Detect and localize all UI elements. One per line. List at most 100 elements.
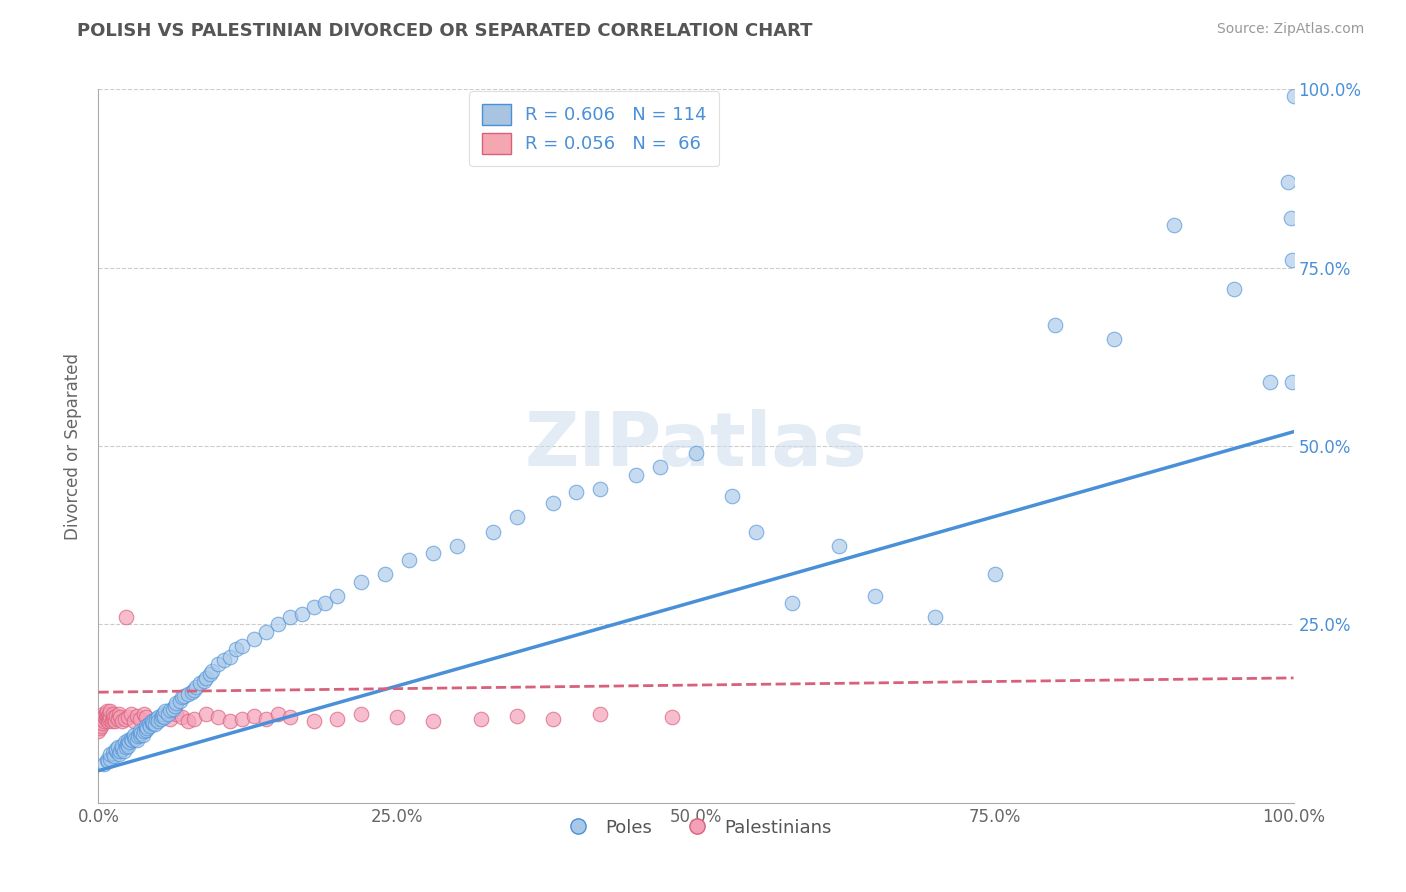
- Point: [129, 728, 152, 742]
- Point: [111, 742, 134, 756]
- Point: [162, 701, 184, 715]
- Point: [96, 710, 118, 724]
- Point: [125, 733, 148, 747]
- Point: [1043, 318, 1066, 332]
- Point: [101, 746, 124, 760]
- Point: [219, 649, 242, 664]
- Point: [589, 482, 612, 496]
- Point: [193, 674, 215, 689]
- Point: [101, 706, 124, 721]
- Point: [589, 706, 612, 721]
- Point: [90, 714, 112, 728]
- Point: [107, 706, 129, 721]
- Point: [661, 710, 683, 724]
- Point: [141, 715, 163, 730]
- Point: [565, 485, 588, 500]
- Point: [195, 706, 218, 721]
- Point: [152, 706, 174, 721]
- Point: [89, 717, 111, 731]
- Point: [231, 639, 253, 653]
- Point: [188, 676, 211, 690]
- Point: [225, 642, 247, 657]
- Point: [243, 708, 266, 723]
- Point: [924, 610, 946, 624]
- Point: [135, 723, 157, 737]
- Point: [93, 756, 115, 771]
- Point: [422, 546, 444, 560]
- Point: [87, 724, 110, 739]
- Point: [780, 596, 803, 610]
- Point: [326, 712, 349, 726]
- Point: [115, 610, 138, 624]
- Point: [127, 730, 149, 744]
- Point: [104, 714, 127, 728]
- Point: [94, 712, 117, 726]
- Point: [129, 712, 152, 726]
- Point: [98, 705, 122, 719]
- Point: [302, 714, 325, 728]
- Point: [159, 712, 181, 726]
- Point: [153, 708, 176, 723]
- Point: [91, 710, 114, 724]
- Point: [172, 690, 194, 705]
- Point: [96, 753, 118, 767]
- Point: [177, 714, 200, 728]
- Point: [865, 589, 887, 603]
- Point: [98, 712, 121, 726]
- Point: [115, 737, 138, 751]
- Point: [1279, 211, 1302, 225]
- Point: [150, 708, 173, 723]
- Point: [94, 706, 117, 721]
- Legend: Poles, Palestinians: Poles, Palestinians: [553, 812, 839, 844]
- Point: [155, 705, 177, 719]
- Point: [111, 714, 134, 728]
- Point: [141, 714, 163, 728]
- Point: [721, 489, 744, 503]
- Point: [626, 467, 648, 482]
- Point: [138, 717, 160, 731]
- Point: [165, 696, 187, 710]
- Point: [180, 685, 202, 699]
- Point: [112, 744, 135, 758]
- Text: POLISH VS PALESTINIAN DIVORCED OR SEPARATED CORRELATION CHART: POLISH VS PALESTINIAN DIVORCED OR SEPARA…: [77, 22, 813, 40]
- Point: [291, 607, 314, 621]
- Point: [254, 624, 277, 639]
- Point: [124, 714, 146, 728]
- Point: [315, 596, 337, 610]
- Point: [169, 694, 191, 708]
- Point: [541, 496, 564, 510]
- Point: [98, 710, 122, 724]
- Point: [186, 680, 208, 694]
- Point: [163, 699, 186, 714]
- Point: [145, 712, 167, 726]
- Point: [105, 744, 128, 758]
- Point: [135, 719, 157, 733]
- Point: [132, 706, 155, 721]
- Point: [350, 574, 373, 589]
- Point: [159, 703, 181, 717]
- Point: [541, 712, 564, 726]
- Point: [98, 706, 121, 721]
- Point: [231, 712, 253, 726]
- Point: [219, 714, 242, 728]
- Point: [398, 553, 420, 567]
- Text: ZIPatlas: ZIPatlas: [524, 409, 868, 483]
- Point: [115, 740, 138, 755]
- Point: [201, 664, 224, 678]
- Point: [97, 714, 120, 728]
- Point: [1104, 332, 1126, 346]
- Point: [135, 710, 157, 724]
- Point: [1258, 375, 1281, 389]
- Point: [98, 751, 122, 765]
- Point: [1223, 282, 1246, 296]
- Point: [129, 724, 152, 739]
- Point: [173, 689, 195, 703]
- Point: [148, 710, 170, 724]
- Point: [207, 710, 229, 724]
- Point: [97, 708, 120, 723]
- Point: [124, 730, 146, 744]
- Point: [141, 714, 163, 728]
- Point: [89, 721, 111, 735]
- Point: [136, 721, 159, 735]
- Point: [118, 735, 141, 749]
